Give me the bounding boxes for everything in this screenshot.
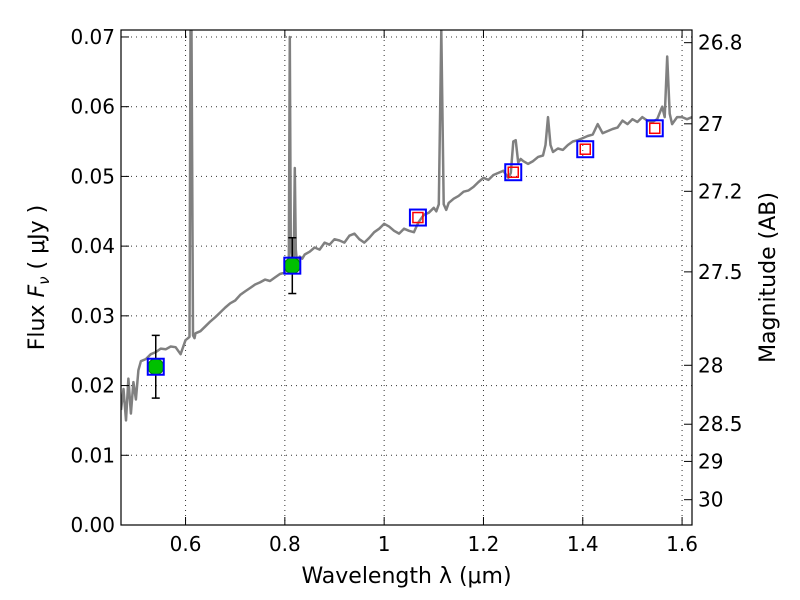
x-tick-label: 0.6	[170, 532, 202, 556]
tick-labels: 0.6 0.8 1 1.2 1.4 1.6 0.00 0.01 0.02 0.03 0.04 0.05…	[70, 25, 742, 556]
x-tick-label: 1.2	[468, 532, 500, 556]
y2-tick-label: 27	[698, 112, 723, 136]
y-tick-label: 0.07	[70, 25, 115, 49]
photometry-point	[147, 358, 165, 376]
model-band-square	[645, 119, 664, 138]
y2-tick-label: 30	[698, 488, 723, 512]
predicted-flux-square	[507, 166, 520, 178]
model-band-square	[283, 256, 302, 275]
x-axis-label: Wavelength λ (μm)	[301, 564, 511, 589]
y-axis-label: Flux Fν ( μJy )	[25, 205, 53, 350]
x-tick-label: 1.6	[666, 532, 698, 556]
y-tick-label: 0.06	[70, 95, 115, 119]
axes-frame	[120, 29, 693, 526]
model-band-square	[576, 140, 595, 159]
y2-axis-label: Magnitude (AB)	[756, 192, 781, 363]
y-axis-label-suffix: ( μJy )	[25, 205, 50, 277]
y-axis-label-sub: ν	[35, 276, 53, 284]
y-tick-label: 0.03	[70, 304, 115, 328]
y-tick-label: 0.04	[70, 234, 115, 258]
y-tick-label: 0.01	[70, 443, 115, 467]
y-tick-label: 0.05	[70, 164, 115, 188]
predicted-flux-square	[412, 211, 424, 224]
y2-tick-label: 28	[698, 353, 723, 377]
predicted-flux-square	[649, 122, 661, 135]
x-tick-label: 0.8	[269, 532, 301, 556]
x-tick-label: 1	[378, 532, 391, 556]
y2-tick-label: 28.5	[698, 412, 743, 436]
y-tick-label: 0.00	[70, 513, 115, 537]
model-band-square	[408, 208, 427, 227]
ticks	[121, 30, 692, 526]
x-tick-label: 1.4	[567, 532, 599, 556]
y2-tick-label: 26.8	[698, 31, 743, 55]
y2-tick-label: 29	[698, 449, 723, 473]
plot-area	[121, 30, 692, 422]
series-layer	[121, 30, 692, 422]
y2-tick-label: 27.5	[698, 260, 743, 284]
y-axis-label-symbol: F	[25, 284, 50, 297]
grid-lines	[121, 30, 692, 526]
predicted-flux-square	[579, 143, 591, 155]
y-axis-label-prefix: Flux	[25, 297, 50, 350]
photometry-point	[283, 257, 301, 275]
model-band-square	[146, 357, 165, 376]
y-tick-label: 0.02	[70, 374, 115, 398]
y2-tick-label: 27.2	[698, 179, 743, 203]
model-band-square	[504, 163, 523, 182]
spectrum-line	[121, 30, 692, 422]
